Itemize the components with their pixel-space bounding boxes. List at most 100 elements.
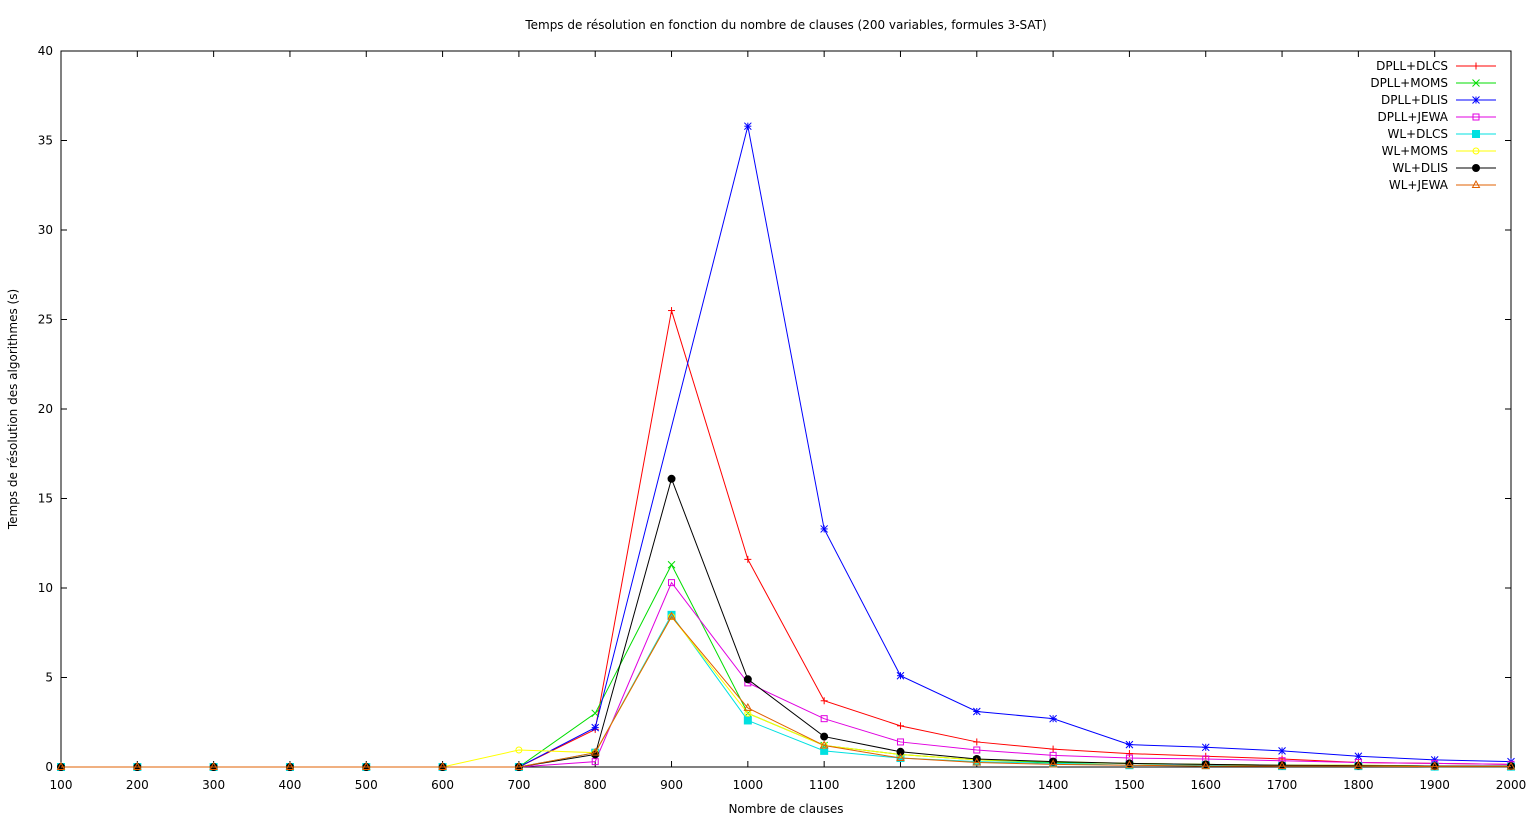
legend-item: WL+DLCS	[1387, 127, 1496, 141]
y-tick-label: 0	[45, 760, 53, 774]
data-point	[668, 307, 676, 315]
x-tick-label: 1600	[1190, 778, 1221, 792]
y-tick-label: 25	[38, 313, 53, 327]
x-tick-label: 1700	[1267, 778, 1298, 792]
data-point	[820, 746, 829, 755]
data-point	[1471, 179, 1481, 188]
x-tick-label: 100	[50, 778, 73, 792]
series-line	[61, 613, 1511, 768]
chart-title: Temps de résolution en fonction du nombr…	[524, 18, 1046, 32]
x-tick-label: 900	[660, 778, 683, 792]
y-tick-label: 5	[45, 671, 53, 685]
data-point	[1125, 760, 1134, 769]
data-point	[361, 761, 371, 770]
legend-item: DPLL+MOMS	[1370, 76, 1496, 90]
data-point	[1278, 747, 1286, 755]
data-point	[132, 761, 142, 770]
data-point	[819, 740, 829, 749]
x-tick-label: 1500	[1114, 778, 1145, 792]
y-tick-label: 35	[38, 134, 53, 148]
data-point	[896, 752, 905, 762]
legend-label: WL+MOMS	[1382, 144, 1448, 158]
data-point	[743, 716, 752, 725]
data-point	[591, 723, 600, 732]
x-axis: 100 200 300 400 500 600 700 800 900 1000 1100 1200 1…	[50, 51, 1526, 792]
data-point	[1049, 714, 1057, 723]
legend: DPLL+DLCS DPLL+MOMS DPLL+DLIS DPLL+JEWA WL+D…	[1370, 59, 1496, 192]
data-point	[1430, 761, 1440, 770]
x-tick-label: 300	[202, 778, 225, 792]
x-axis-label: Nombre de clauses	[728, 802, 843, 816]
x-tick-label: 800	[584, 778, 607, 792]
data-point	[667, 560, 676, 569]
data-point	[1430, 755, 1439, 764]
data-point	[1472, 96, 1480, 104]
data-point	[1506, 761, 1516, 770]
x-tick-label: 500	[355, 778, 378, 792]
x-tick-label: 1100	[809, 778, 840, 792]
y-tick-label: 40	[38, 44, 53, 58]
series-line	[61, 615, 1511, 768]
data-point	[1048, 759, 1058, 768]
series-line	[61, 581, 1512, 768]
x-tick-label: 200	[126, 778, 149, 792]
plot-area-border	[60, 50, 1512, 768]
legend-label: WL+DLIS	[1392, 161, 1448, 175]
x-tick-label: 1300	[962, 778, 993, 792]
data-point	[1472, 79, 1480, 87]
data-point	[1201, 743, 1210, 752]
y-axis-label: Temps de résolution des algorithmes (s)	[6, 289, 20, 530]
data-point	[973, 738, 981, 746]
data-point	[515, 746, 523, 754]
legend-label: DPLL+JEWA	[1378, 110, 1449, 124]
data-point	[743, 675, 752, 684]
data-point	[820, 525, 829, 533]
data-point	[668, 579, 676, 587]
data-point	[1049, 745, 1057, 753]
data-point	[1354, 761, 1363, 770]
legend-item: DPLL+DLCS	[1376, 59, 1496, 73]
series-wl-jewa	[56, 611, 1516, 770]
series-layer	[56, 122, 1516, 771]
data-point	[972, 707, 981, 716]
legend-label: WL+DLCS	[1387, 127, 1448, 141]
legend-label: WL+JEWA	[1389, 178, 1449, 192]
series-line	[61, 310, 1512, 768]
data-point	[896, 722, 904, 730]
legend-label: DPLL+DLIS	[1381, 93, 1448, 107]
series-line	[61, 615, 1511, 768]
data-point	[820, 732, 829, 741]
data-point	[209, 761, 218, 770]
y-axis: 0 5 10 15 20 25 30 35 40	[38, 44, 1511, 774]
data-point	[820, 697, 828, 705]
x-tick-label: 1000	[733, 778, 764, 792]
data-point	[1354, 752, 1363, 761]
data-point	[591, 758, 599, 766]
x-tick-label: 400	[278, 778, 301, 792]
data-point	[285, 761, 295, 770]
series-line	[61, 563, 1511, 768]
data-point	[743, 122, 752, 131]
data-point	[590, 747, 600, 756]
x-tick-label: 1800	[1343, 778, 1374, 792]
data-point	[973, 746, 981, 754]
series-wl-dlcs	[57, 610, 1515, 771]
data-point	[438, 761, 447, 770]
data-point	[667, 474, 676, 483]
series-dpll-moms	[57, 560, 1515, 771]
series-line	[61, 477, 1511, 768]
data-point	[667, 611, 676, 620]
series-wl-moms	[57, 613, 1515, 771]
data-point	[1201, 761, 1211, 770]
data-point	[1125, 740, 1134, 749]
series-dpll-jewa	[57, 579, 1515, 771]
data-point	[1472, 164, 1480, 172]
data-point	[1125, 750, 1133, 758]
data-point	[1472, 147, 1480, 155]
legend-item: DPLL+JEWA	[1378, 110, 1496, 124]
legend-label: DPLL+MOMS	[1370, 76, 1448, 90]
x-tick-label: 1900	[1419, 778, 1450, 792]
legend-item: WL+MOMS	[1382, 144, 1496, 158]
legend-label: DPLL+DLCS	[1376, 59, 1448, 73]
